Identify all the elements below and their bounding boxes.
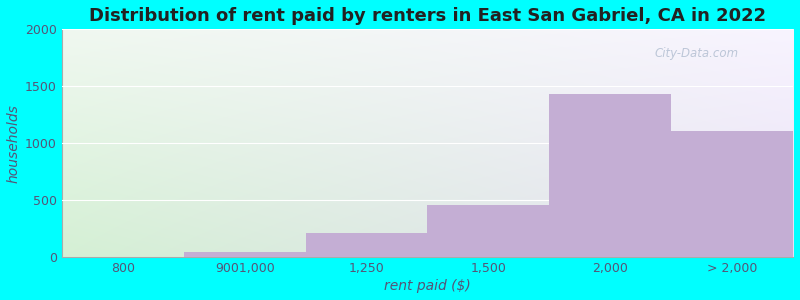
Text: City-Data.com: City-Data.com — [654, 47, 738, 61]
Bar — [184, 252, 306, 257]
Bar — [306, 232, 427, 257]
Bar — [550, 94, 671, 257]
Bar — [427, 205, 550, 257]
Y-axis label: households: households — [7, 104, 21, 183]
Bar — [671, 130, 793, 257]
Title: Distribution of rent paid by renters in East San Gabriel, CA in 2022: Distribution of rent paid by renters in … — [89, 7, 766, 25]
X-axis label: rent paid ($): rent paid ($) — [384, 279, 471, 293]
